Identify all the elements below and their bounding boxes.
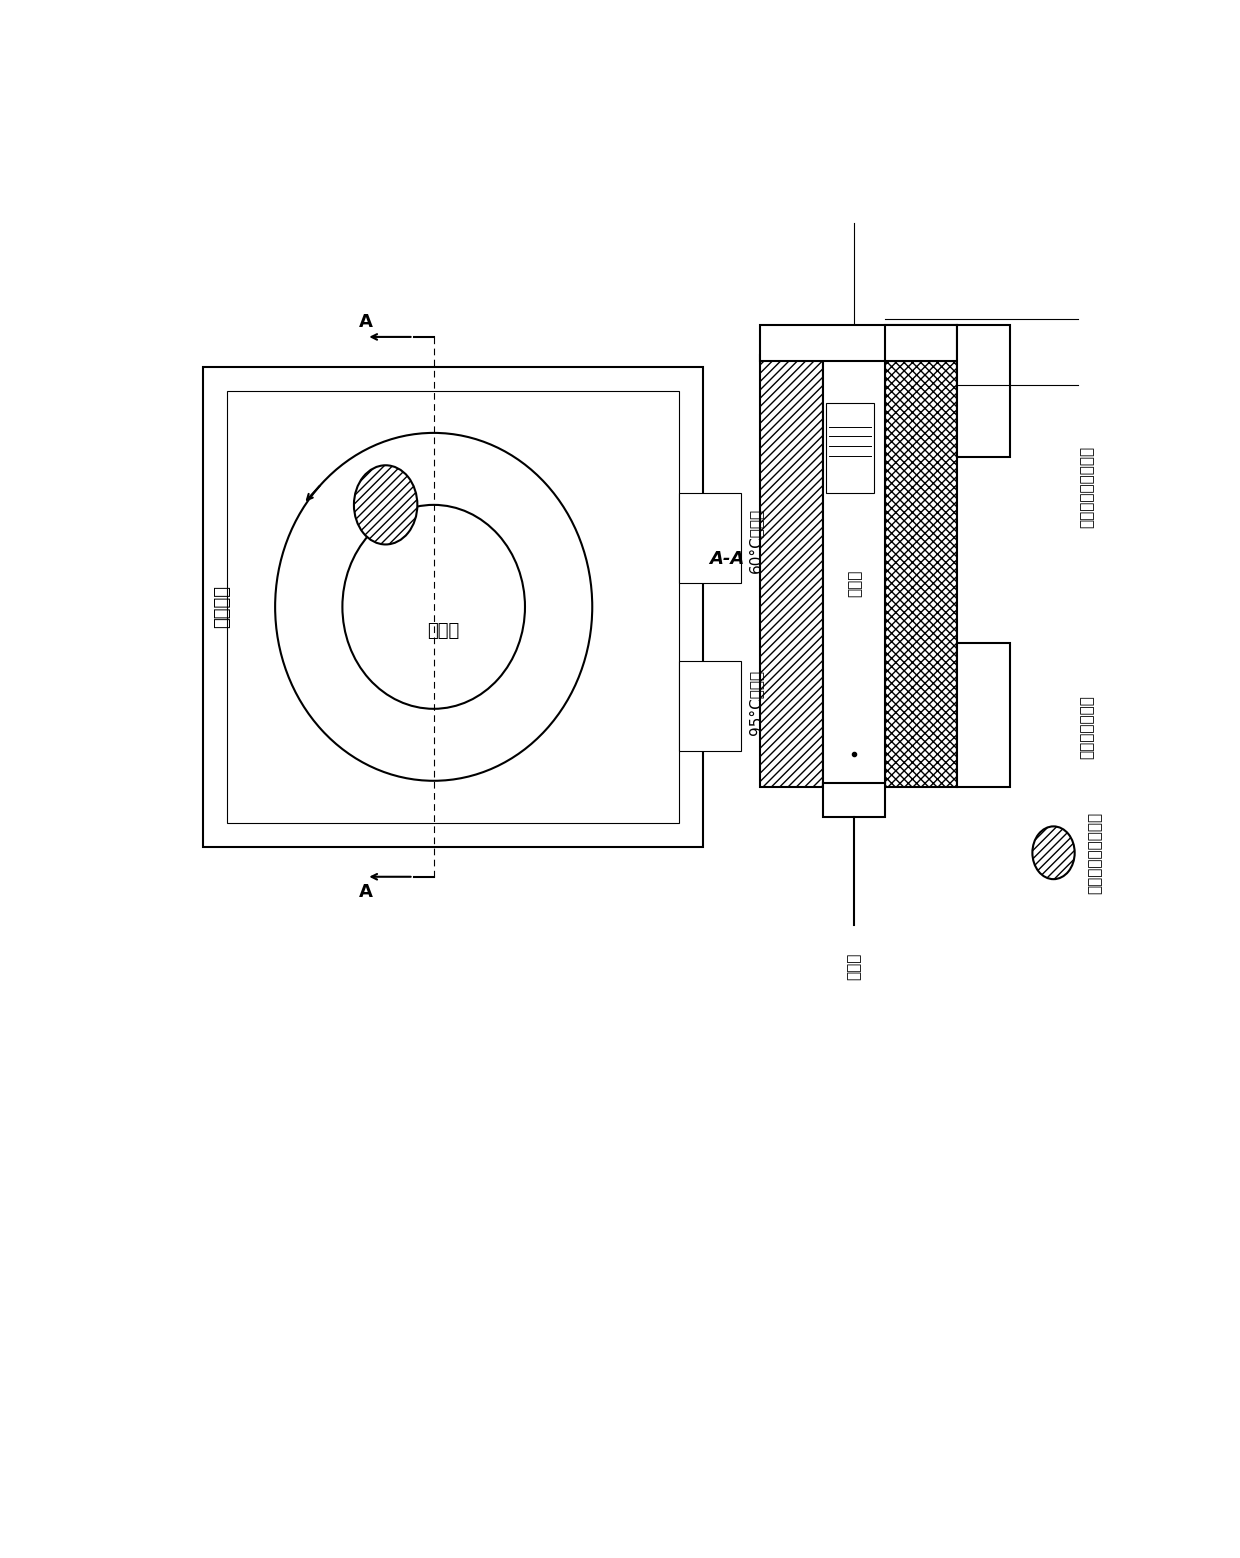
Text: A: A	[360, 313, 373, 330]
Bar	[678, 661, 742, 751]
Circle shape	[1033, 826, 1075, 879]
Text: A-A: A-A	[709, 550, 744, 567]
Text: 95°C加热器: 95°C加热器	[748, 670, 763, 735]
Bar	[760, 355, 823, 787]
Text: 60°C加热器: 60°C加热器	[748, 508, 763, 573]
Text: 间隔件: 间隔件	[846, 953, 861, 980]
Text: 导核苷酸官能化表面: 导核苷酸官能化表面	[1080, 446, 1095, 528]
Bar	[957, 643, 1011, 787]
Text: A: A	[360, 883, 373, 901]
Ellipse shape	[275, 433, 593, 781]
Bar	[823, 355, 885, 787]
Text: 导核苷酸官能化表面: 导核苷酸官能化表面	[1087, 812, 1102, 894]
Bar	[885, 326, 957, 361]
Bar	[203, 366, 703, 848]
Circle shape	[353, 466, 418, 544]
Bar	[678, 492, 742, 583]
Text: 流动方向: 流动方向	[213, 586, 232, 628]
Bar	[227, 391, 678, 823]
Text: 表面官能化区域: 表面官能化区域	[1080, 695, 1095, 759]
Ellipse shape	[342, 505, 525, 709]
Bar	[957, 326, 1011, 456]
Bar	[885, 355, 957, 787]
Bar	[760, 326, 957, 361]
Text: 反应室: 反应室	[427, 622, 460, 640]
Bar	[823, 784, 885, 816]
Text: 间隔件: 间隔件	[847, 569, 862, 597]
Bar	[826, 404, 874, 492]
